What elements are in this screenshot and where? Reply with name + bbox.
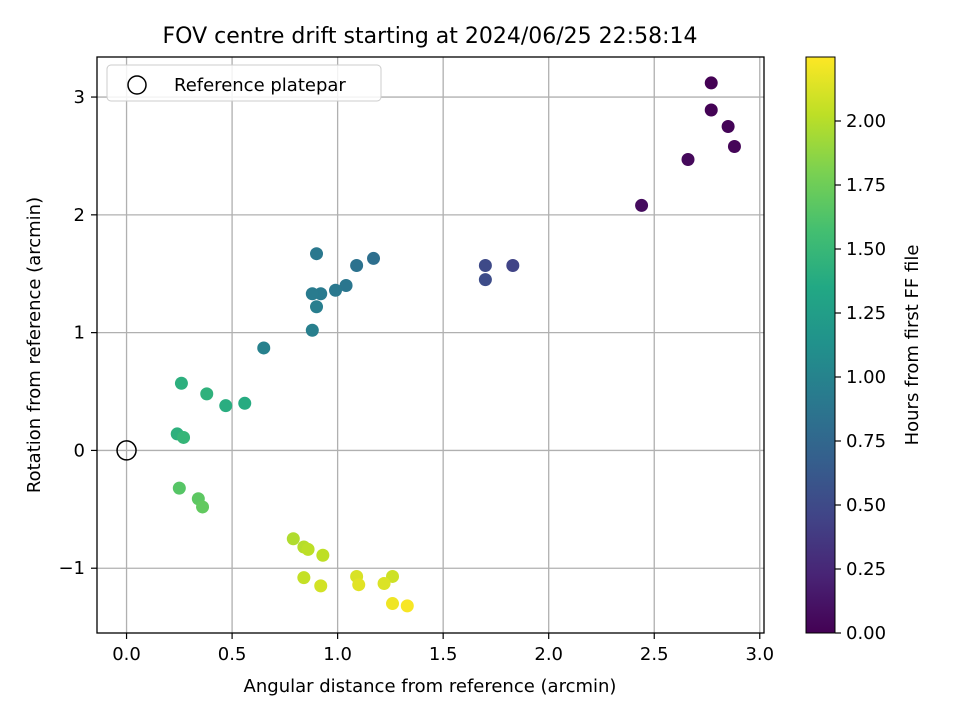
legend-reference-marker [127,75,147,95]
x-axis-label: Angular distance from reference (arcmin) [244,676,617,697]
legend-entry-label: Reference platepar [174,75,346,96]
data-point [305,287,319,301]
data-point [257,341,271,355]
plot-frame [96,56,765,634]
data-point [196,500,210,514]
x-tick-label: 1.0 [323,644,352,665]
x-tick-label: 2.0 [534,644,563,665]
x-tick-label: 0.5 [218,644,247,665]
chart-title: FOV centre drift starting at 2024/06/25 … [163,24,698,49]
x-tick-label: 1.5 [429,644,458,665]
y-tick-label: 1 [74,323,85,344]
x-tick-label: 3.0 [745,644,774,665]
data-point [386,597,400,611]
data-point [635,198,649,212]
data-point [314,579,328,593]
data-point [478,273,492,287]
data-point [177,430,191,444]
data-point [286,532,300,546]
data-point [681,152,695,166]
colorbar-tick-label: 0.50 [846,495,886,516]
colorbar-tick-label: 0.75 [846,431,886,452]
data-point [238,396,252,410]
data-points [170,76,741,613]
colorbar-tick-label: 1.50 [846,239,886,260]
data-point [339,279,353,293]
legend: Reference platepar [106,64,382,102]
data-point [377,577,391,591]
data-point [704,76,718,90]
colorbar-label: Hours from first FF file [902,245,923,446]
data-point [478,258,492,272]
colorbar-tick-label: 1.75 [846,175,886,196]
colorbar-tick-label: 2.00 [846,111,886,132]
colorbar [805,56,836,634]
grid [97,57,764,633]
data-point [297,571,311,585]
x-tick-label: 0.0 [112,644,141,665]
data-point [506,258,520,272]
data-point [316,548,330,562]
legend-box [106,64,382,102]
data-point [219,399,233,413]
y-tick-label: 2 [74,205,85,226]
data-point [329,283,343,297]
data-point [310,300,324,314]
data-point [400,599,414,613]
data-point [305,323,319,337]
data-point [174,376,188,390]
y-axis-label: Rotation from reference (arcmin) [24,197,45,493]
data-point [367,251,381,265]
colorbar-tick-label: 1.25 [846,303,886,324]
data-point [200,387,214,401]
data-point [172,481,186,495]
reference-platepar-marker [116,440,137,461]
data-point [310,247,324,261]
y-tick-label: 3 [74,87,85,108]
data-point [352,578,366,592]
data-point [704,103,718,117]
data-point [721,119,735,133]
reference-marker-group [116,440,137,461]
colorbar-ticks: 0.00 0.25 0.50 0.75 1.00 1.25 1.50 1.75 2.00 [835,111,886,644]
y-axis-ticks: −1 0 1 2 3 [58,87,97,579]
data-point [350,258,364,272]
colorbar-tick-label: 0.25 [846,559,886,580]
y-tick-label: 0 [74,440,85,461]
colorbar-tick-label: 1.00 [846,367,886,388]
y-tick-label: −1 [58,558,85,579]
data-point [727,140,741,154]
data-point [301,542,315,556]
x-axis-ticks: 0.0 0.5 1.0 1.5 2.0 2.5 3.0 [112,633,774,665]
x-tick-label: 2.5 [640,644,669,665]
colorbar-tick-label: 0.00 [846,623,886,644]
